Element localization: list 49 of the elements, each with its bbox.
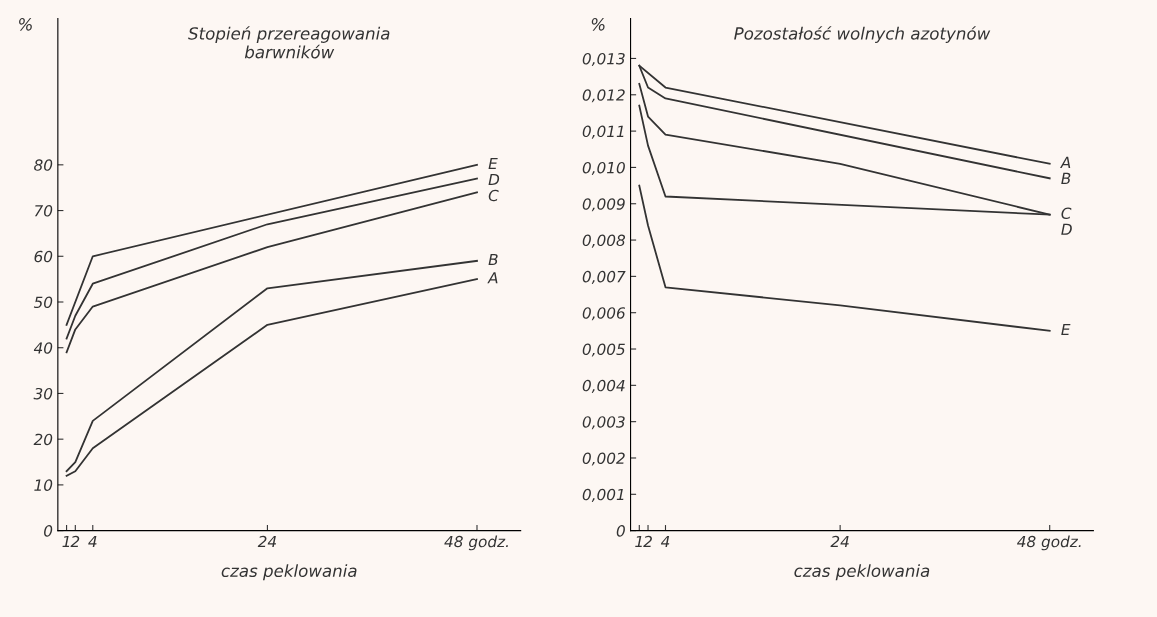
x-tick-label: 4 (660, 535, 670, 548)
y-tick-label: 0,006 (582, 307, 626, 321)
y-tick-label: 50 (33, 296, 53, 309)
y-tick-label: 0,007 (582, 270, 626, 284)
y-tick-label: 0 (44, 525, 53, 537)
x-axis-title: czas peklowania (221, 564, 357, 581)
y-tick-label: 30 (33, 387, 53, 400)
text: Stopień przereagowania barwników (188, 26, 390, 59)
y-tick-label: 20 (33, 433, 53, 446)
series-label: B (488, 253, 498, 266)
y-tick-label: 80 (34, 159, 53, 171)
y-tick-label: 0,010 (582, 161, 625, 175)
y-tick-label: 0,003 (582, 416, 625, 430)
y-tick-label: 0,013 (582, 52, 625, 67)
x-axis-title: czas peklowania (794, 564, 930, 581)
y-tick-label: 0,005 (582, 343, 625, 357)
series-label: E (488, 157, 498, 170)
series-label: D (1061, 223, 1072, 235)
x-tick-label: 48 godz. (1017, 535, 1081, 551)
y-axis-title: % (19, 18, 32, 31)
x-tick-label: 24 (257, 535, 277, 548)
y-tick-label: 40 (33, 342, 53, 354)
y-tick-label: 0 (616, 525, 625, 537)
series-label: A (487, 272, 498, 284)
y-tick-label: 0,011 (582, 125, 624, 139)
y-tick-label: 60 (34, 250, 53, 263)
y-axis-title: % (591, 18, 605, 31)
y-tick-label: 0,012 (582, 89, 625, 103)
x-tick-label: 1 (635, 535, 642, 548)
y-tick-label: 0,008 (582, 234, 626, 248)
x-tick-label: 1 (62, 535, 70, 548)
x-tick-label: 48 godz. (444, 535, 508, 551)
x-tick-label: 2 (643, 535, 652, 548)
series-label: E (1061, 323, 1071, 336)
y-tick-label: 70 (34, 205, 53, 217)
y-tick-label: 0,001 (582, 488, 624, 502)
x-tick-label: 2 (70, 535, 80, 548)
chart-title: Pozostałość wolnych azotynów (734, 26, 991, 43)
x-tick-label: 4 (88, 535, 97, 548)
x-tick-label: 24 (830, 535, 849, 548)
series-label: C (488, 189, 499, 202)
y-tick-label: 10 (34, 479, 53, 491)
series-label: A (1060, 156, 1071, 169)
series-label: C (1061, 207, 1072, 220)
series-label: B (1061, 172, 1071, 185)
y-tick-label: 0,002 (582, 452, 625, 466)
y-tick-label: 0,004 (582, 379, 625, 393)
y-tick-label: 0,009 (582, 198, 625, 212)
series-label: D (488, 173, 500, 186)
